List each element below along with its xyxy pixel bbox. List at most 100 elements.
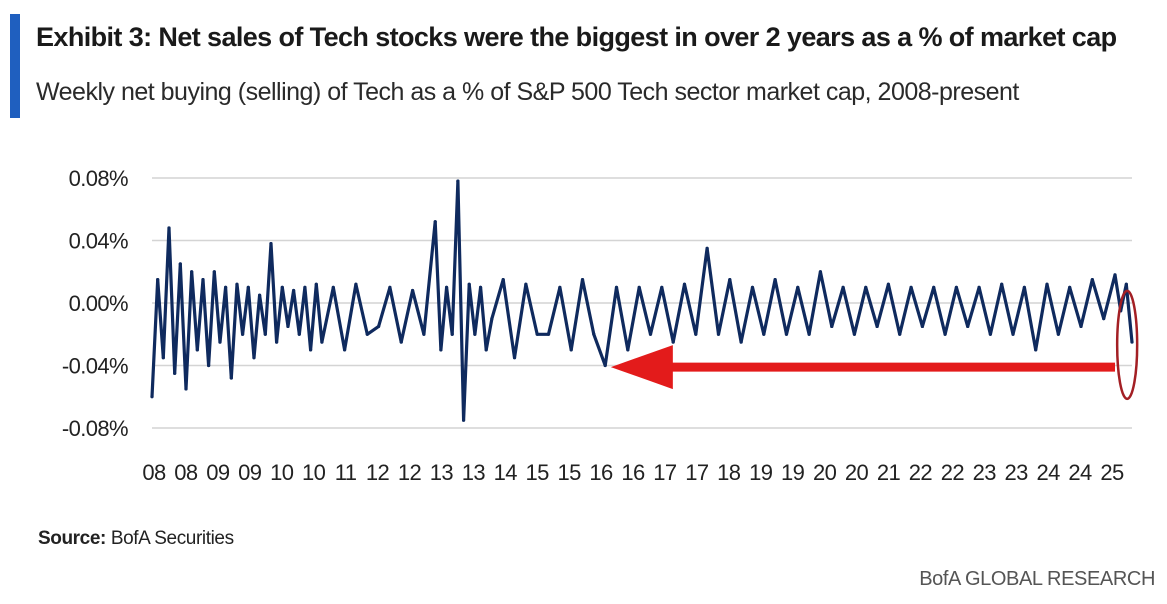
x-tick-label: 16 (621, 460, 645, 485)
data-point (1034, 348, 1038, 352)
data-point (852, 332, 857, 336)
data-point (184, 387, 188, 391)
data-point (439, 348, 443, 352)
x-tick-label: 18 (717, 460, 741, 485)
x-tick-label: 14 (494, 460, 518, 485)
x-tick-label: 23 (1005, 460, 1029, 485)
data-point (269, 242, 273, 246)
data-point (433, 220, 437, 224)
data-point (1130, 340, 1134, 344)
data-point (886, 282, 891, 286)
data-point (932, 285, 936, 289)
data-point (399, 340, 403, 344)
data-point (524, 282, 528, 286)
data-point (201, 277, 205, 282)
data-point (280, 285, 284, 289)
data-point (660, 285, 664, 289)
data-point (195, 348, 199, 352)
data-point (1056, 332, 1060, 336)
x-tick-label: 20 (813, 460, 837, 485)
data-point (898, 332, 902, 336)
data-point (637, 285, 641, 289)
data-point (920, 324, 925, 329)
x-tick-label: 08 (142, 460, 166, 485)
source-text: BofA Securities (110, 528, 234, 549)
y-tick-label: 0.08% (69, 166, 128, 191)
x-tick-label: 13 (430, 460, 454, 485)
x-axis-ticks: 08 08 09 09 10 10 11 12 12 13 13 14 15 15 16 16 17 17 18 19… (142, 460, 1124, 485)
data-point (1011, 332, 1015, 336)
data-point (286, 324, 290, 329)
data-point (830, 324, 834, 329)
y-tick-label: -0.04% (62, 354, 128, 379)
data-point (1022, 285, 1026, 289)
data-point (1113, 273, 1117, 277)
data-point (1124, 282, 1128, 286)
data-point (841, 285, 845, 289)
x-tick-label: 23 (973, 460, 997, 485)
data-point (235, 282, 239, 286)
data-point (1090, 277, 1094, 282)
data-point (501, 277, 505, 282)
x-tick-label: 09 (206, 460, 230, 485)
data-point (818, 270, 823, 274)
x-tick-label: 19 (781, 460, 805, 485)
data-point (309, 348, 313, 352)
brand-label: BofA GLOBAL RESEARCH (919, 568, 1155, 590)
data-point (365, 332, 369, 336)
annotations (610, 289, 1139, 401)
data-point (614, 285, 619, 289)
data-point (343, 348, 347, 352)
data-point (909, 285, 913, 289)
data-point (173, 371, 177, 375)
series-line (150, 179, 1134, 422)
data-point (150, 395, 154, 399)
data-point (258, 293, 262, 297)
x-tick-label: 20 (845, 460, 869, 485)
data-point (988, 332, 992, 336)
data-point (354, 282, 358, 286)
x-tick-label: 12 (366, 460, 390, 485)
x-tick-label: 10 (270, 460, 294, 485)
y-tick-label: 0.00% (69, 291, 128, 316)
data-point (954, 285, 958, 289)
series-layer (150, 179, 1134, 422)
x-tick-label: 24 (1068, 460, 1092, 485)
chart-subtitle: Weekly net buying (selling) of Tech as a… (36, 78, 1019, 106)
data-point (705, 246, 709, 250)
data-point (569, 348, 573, 352)
data-point (246, 285, 250, 289)
x-tick-label: 13 (462, 460, 486, 485)
data-point (784, 332, 789, 336)
data-point (728, 277, 732, 282)
data-point (648, 332, 653, 336)
data-point (478, 285, 483, 289)
x-tick-label: 12 (398, 460, 422, 485)
data-point (241, 332, 245, 336)
data-point (297, 332, 301, 336)
data-point (739, 340, 743, 344)
data-point (275, 340, 279, 344)
data-point (218, 340, 222, 344)
data-point (207, 363, 211, 368)
data-point (320, 340, 324, 344)
data-point (762, 332, 766, 336)
x-tick-label: 09 (238, 460, 262, 485)
x-tick-label: 08 (174, 460, 198, 485)
data-point (224, 285, 228, 289)
data-point (252, 356, 256, 360)
data-point (977, 285, 981, 289)
y-tick-label: -0.08% (62, 416, 128, 441)
data-point (1045, 282, 1049, 286)
data-point (592, 332, 596, 336)
x-tick-label: 21 (877, 460, 901, 485)
data-point (422, 332, 426, 336)
data-point (444, 285, 449, 289)
data-point (807, 332, 811, 336)
data-point (450, 332, 454, 336)
data-point (229, 376, 233, 380)
chart-title: Exhibit 3: Net sales of Tech stocks were… (36, 22, 1117, 52)
y-tick-label: 0.04% (69, 229, 128, 254)
data-point (580, 277, 585, 282)
data-point (546, 332, 551, 336)
